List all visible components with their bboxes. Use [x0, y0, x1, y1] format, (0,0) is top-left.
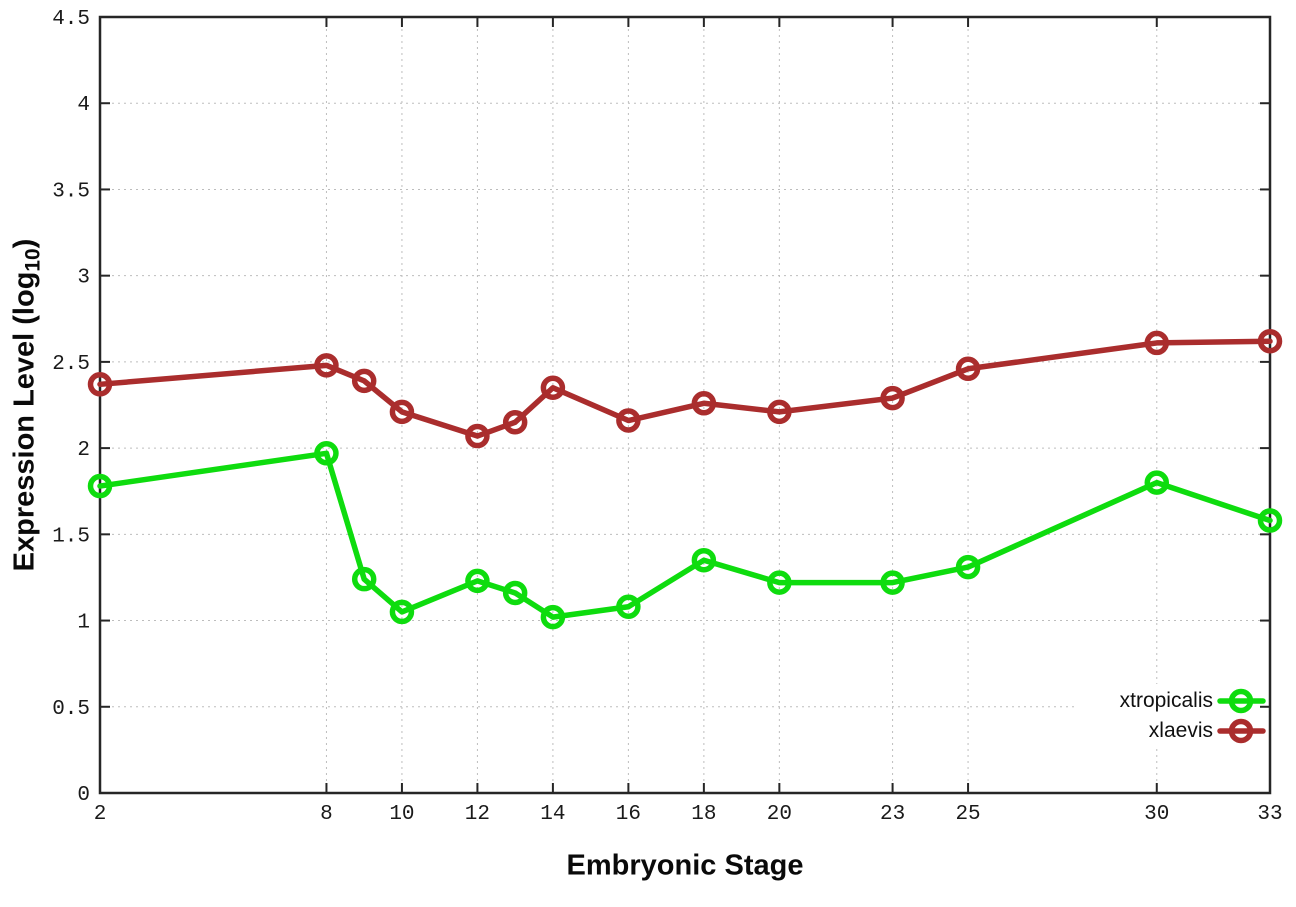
data-point-marker-xlaevis [540, 375, 566, 401]
x-tick-label: 8 [320, 803, 333, 826]
data-point-marker-xtropicalis [389, 599, 415, 625]
y-tick-label: 0 [77, 784, 90, 807]
y-tick-label: 3 [77, 267, 90, 290]
y-tick-label: 2 [77, 439, 90, 462]
legend-label-xlaevis: xlaevis [1148, 719, 1213, 742]
data-point-marker-xtropicalis [767, 570, 792, 595]
legend-sample-marker-xtropicalis [1228, 688, 1254, 714]
data-point-marker-xtropicalis [880, 570, 905, 595]
data-point-marker-xtropicalis [502, 580, 528, 606]
y-tick-label: 0.5 [52, 698, 90, 721]
legend-sample-marker-xlaevis [1228, 718, 1254, 744]
data-point-marker-xtropicalis [955, 554, 981, 580]
y-tick-label: 1.5 [52, 525, 90, 548]
data-point-marker-xtropicalis [351, 566, 377, 592]
data-point-marker-xlaevis [767, 399, 792, 425]
x-tick-label: 30 [1144, 803, 1169, 826]
y-tick-label: 4 [77, 94, 90, 117]
x-tick-label: 23 [880, 803, 905, 826]
y-tick-label: 2.5 [52, 353, 90, 376]
data-point-marker-xlaevis [389, 399, 415, 425]
x-tick-label: 25 [955, 803, 980, 826]
data-point-marker-xlaevis [351, 368, 377, 394]
x-tick-label: 20 [767, 803, 792, 826]
x-tick-label: 10 [389, 803, 414, 826]
x-axis-title: Embryonic Stage [566, 849, 804, 882]
plot-border [98, 15, 1272, 795]
data-point-marker-xlaevis [880, 385, 905, 411]
y-tick-label: 4.5 [52, 8, 90, 31]
y-axis-title: Expression Level (log10) [9, 239, 46, 572]
data-point-marker-xlaevis [314, 353, 339, 378]
data-point-marker-xlaevis [691, 391, 717, 416]
legend-label-xtropicalis: xtropicalis [1119, 689, 1213, 712]
data-point-marker-xtropicalis [1144, 470, 1170, 495]
y-tick-label: 1 [77, 612, 90, 635]
y-axis-title-subscript: 10 [21, 248, 45, 272]
x-tick-label: 16 [616, 803, 641, 826]
y-axis-title-close: ) [8, 238, 41, 249]
data-point-marker-xlaevis [1144, 330, 1170, 356]
y-tick-label: 3.5 [52, 180, 90, 203]
x-tick-label: 2 [94, 803, 107, 826]
y-axis-title-text: Expression Level (log [8, 271, 41, 572]
data-point-marker-xtropicalis [616, 594, 641, 620]
data-point-marker-xtropicalis [1257, 508, 1283, 533]
data-point-marker-xlaevis [465, 423, 490, 449]
data-point-marker-xlaevis [87, 372, 113, 397]
x-tick-label: 33 [1257, 803, 1282, 826]
data-point-marker-xlaevis [502, 409, 528, 435]
data-point-marker-xlaevis [1257, 328, 1283, 354]
x-tick-label: 18 [691, 803, 716, 826]
data-point-marker-xtropicalis [691, 547, 717, 573]
series-line-xtropicalis [97, 450, 1273, 620]
data-point-marker-xtropicalis [465, 568, 490, 594]
data-point-marker-xtropicalis [87, 473, 113, 499]
x-tick-label: 12 [465, 803, 490, 826]
data-point-marker-xlaevis [955, 356, 981, 382]
data-point-marker-xtropicalis [540, 604, 566, 630]
data-point-marker-xtropicalis [314, 441, 339, 466]
data-point-marker-xlaevis [616, 408, 641, 433]
series-line-xlaevis [97, 338, 1273, 439]
x-tick-label: 14 [540, 803, 565, 826]
